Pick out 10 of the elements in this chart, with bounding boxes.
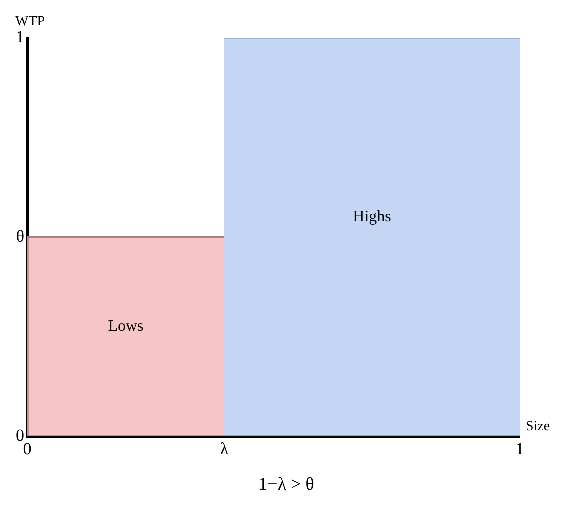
y-axis-title: WTP	[16, 14, 46, 30]
x-tick-label: λ	[220, 439, 230, 458]
series-label: Lows	[108, 318, 144, 336]
y-tick-label: 1	[16, 27, 24, 46]
y-tick-label: θ	[16, 226, 24, 246]
y-tick-label: 0	[16, 426, 24, 446]
x-tick-label: 1	[516, 439, 524, 458]
text: 1−λ > θ	[258, 474, 316, 495]
series-label: Highs	[353, 208, 392, 226]
x-axis-title: Size	[526, 419, 550, 434]
